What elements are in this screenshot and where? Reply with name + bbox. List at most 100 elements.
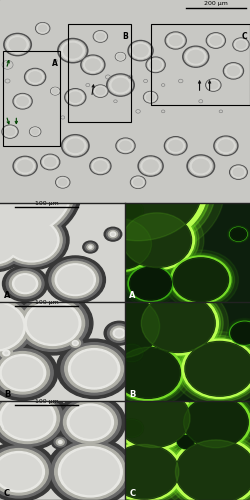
Circle shape — [0, 146, 69, 235]
Circle shape — [169, 436, 250, 500]
Circle shape — [115, 330, 122, 336]
Circle shape — [171, 388, 250, 457]
Circle shape — [168, 255, 232, 304]
Circle shape — [0, 224, 19, 264]
Circle shape — [0, 421, 16, 436]
Circle shape — [29, 72, 41, 82]
Circle shape — [166, 33, 184, 48]
Circle shape — [0, 396, 56, 440]
Circle shape — [109, 76, 131, 94]
Circle shape — [138, 156, 162, 176]
Circle shape — [66, 90, 84, 104]
Circle shape — [0, 220, 25, 269]
Circle shape — [230, 166, 245, 178]
Circle shape — [0, 442, 56, 500]
Circle shape — [0, 348, 12, 358]
Circle shape — [120, 344, 143, 362]
Circle shape — [118, 140, 132, 152]
Circle shape — [96, 88, 104, 95]
Circle shape — [228, 320, 250, 345]
Circle shape — [122, 213, 191, 268]
Circle shape — [172, 258, 228, 302]
Circle shape — [15, 95, 30, 108]
Circle shape — [233, 39, 247, 50]
Circle shape — [74, 140, 201, 240]
Circle shape — [117, 342, 145, 364]
Circle shape — [230, 322, 250, 344]
Circle shape — [122, 262, 178, 306]
Circle shape — [97, 434, 191, 500]
Circle shape — [117, 200, 145, 222]
Circle shape — [188, 156, 212, 176]
Circle shape — [80, 55, 104, 74]
Circle shape — [114, 207, 198, 274]
Bar — [150, 24, 249, 105]
Circle shape — [0, 452, 44, 492]
Circle shape — [118, 342, 144, 363]
Circle shape — [55, 264, 95, 296]
Circle shape — [52, 88, 59, 94]
Circle shape — [74, 342, 76, 344]
Circle shape — [133, 288, 222, 359]
Circle shape — [174, 434, 196, 450]
Circle shape — [17, 295, 88, 352]
Circle shape — [42, 155, 58, 169]
Circle shape — [116, 53, 124, 60]
Circle shape — [176, 435, 194, 449]
Circle shape — [56, 178, 69, 187]
Circle shape — [5, 427, 8, 429]
Circle shape — [87, 244, 94, 250]
Circle shape — [3, 126, 17, 138]
Circle shape — [227, 320, 250, 346]
Circle shape — [67, 139, 83, 152]
Circle shape — [15, 276, 35, 291]
Circle shape — [64, 44, 82, 58]
Circle shape — [36, 24, 49, 34]
Circle shape — [72, 340, 78, 345]
Circle shape — [50, 88, 59, 95]
Circle shape — [28, 304, 78, 343]
Circle shape — [115, 348, 180, 399]
Circle shape — [120, 202, 143, 220]
Circle shape — [218, 140, 232, 151]
Circle shape — [177, 436, 193, 448]
Circle shape — [226, 66, 238, 76]
Circle shape — [0, 448, 48, 495]
Circle shape — [166, 138, 184, 153]
Circle shape — [225, 64, 240, 77]
Circle shape — [119, 343, 144, 363]
Circle shape — [115, 52, 125, 61]
Circle shape — [177, 436, 193, 448]
Circle shape — [60, 398, 120, 446]
Text: C: C — [129, 488, 135, 498]
Circle shape — [5, 128, 15, 136]
Circle shape — [172, 332, 250, 406]
Circle shape — [110, 203, 203, 277]
Circle shape — [141, 294, 214, 352]
Circle shape — [169, 36, 181, 46]
Text: 100 μm: 100 μm — [34, 300, 58, 305]
Circle shape — [208, 34, 222, 46]
Circle shape — [0, 226, 16, 262]
Bar — [2, 50, 60, 146]
Circle shape — [133, 178, 142, 186]
Text: A: A — [129, 290, 135, 300]
Circle shape — [64, 283, 174, 370]
Circle shape — [82, 56, 103, 74]
Circle shape — [120, 419, 143, 438]
Circle shape — [51, 440, 129, 500]
Bar — [68, 24, 130, 122]
Circle shape — [68, 348, 119, 389]
Circle shape — [176, 391, 250, 454]
Circle shape — [0, 345, 58, 401]
Circle shape — [16, 158, 34, 174]
Circle shape — [139, 157, 161, 175]
Circle shape — [38, 25, 47, 32]
Circle shape — [61, 449, 119, 494]
Circle shape — [117, 139, 133, 152]
Circle shape — [109, 444, 178, 499]
Circle shape — [108, 230, 117, 238]
Circle shape — [125, 264, 175, 304]
Circle shape — [136, 290, 220, 356]
Circle shape — [226, 226, 248, 243]
